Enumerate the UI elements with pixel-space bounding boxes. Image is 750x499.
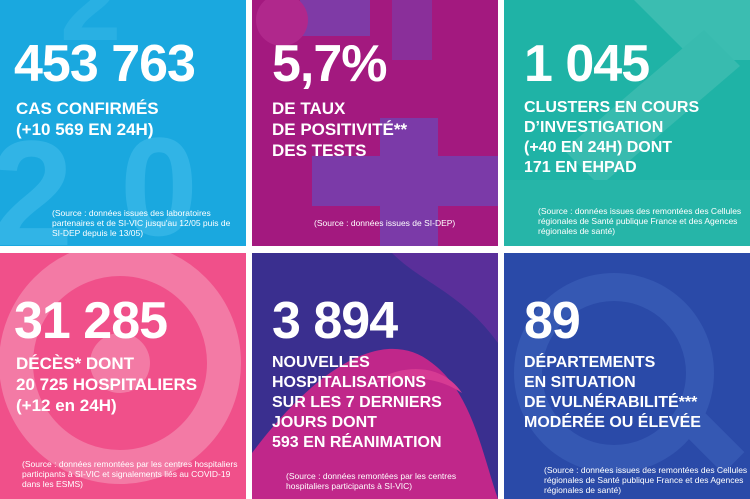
tile-description-line: D’INVESTIGATION: [524, 119, 664, 136]
tile-deaths: 31 285 DÉCÈS* DONT 20 725 HOSPITALIERS (…: [0, 253, 246, 499]
tile-description: DÉPARTEMENTS EN SITUATION DE VULNÉRABILI…: [524, 353, 701, 433]
tile-hospitalisations: 3 894 NOUVELLES HOSPITALISATIONS SUR LES…: [252, 253, 498, 499]
tile-description-line: DES TESTS: [272, 141, 367, 160]
svg-text:2: 2: [60, 0, 121, 64]
tile-source: (Source : données issues des remontées d…: [544, 465, 748, 495]
decorative-plus-icon: [256, 0, 498, 246]
tile-description-line: 593 EN RÉANIMATION: [272, 434, 442, 451]
tile-departments: 89 DÉPARTEMENTS EN SITUATION DE VULNÉRAB…: [504, 253, 750, 499]
tile-description-line: (+40 EN 24H) DONT: [524, 139, 673, 156]
tile-description-line: CAS CONFIRMÉS: [16, 99, 159, 118]
tile-description-line: EN SITUATION: [524, 374, 636, 391]
svg-text:2: 2: [0, 109, 73, 246]
tile-description-line: DE VULNÉRABILITÉ***: [524, 394, 698, 411]
tile-description-line: DE POSITIVITÉ**: [272, 120, 408, 139]
tile-description-line: 20 725 HOSPITALIERS: [16, 375, 198, 394]
decorative-circle-icon: [0, 253, 241, 484]
tile-description-line: 171 EN EHPAD: [524, 159, 637, 176]
tile-description: CAS CONFIRMÉS (+10 569 EN 24H): [16, 98, 159, 140]
tile-description-line: JOURS DONT: [272, 414, 377, 431]
tile-source: (Source : données issues des laboratoire…: [52, 208, 231, 238]
tile-source: (Source : données remontées par les cent…: [22, 459, 238, 489]
tile-source: (Source : données issues des remontées d…: [538, 206, 742, 236]
tile-number: 453 763: [14, 35, 196, 93]
tile-description-line: SUR LES 7 DERNIERS: [272, 394, 442, 411]
tile-description: CLUSTERS EN COURS D’INVESTIGATION (+40 E…: [524, 98, 699, 178]
decorative-magnifier-icon: [514, 273, 745, 474]
tile-description-line: NOUVELLES: [272, 354, 370, 371]
tile-description-line: CLUSTERS EN COURS: [524, 99, 700, 116]
svg-text:0: 0: [120, 108, 198, 246]
tile-clusters: 1 045 CLUSTERS EN COURS D’INVESTIGATION …: [504, 0, 750, 246]
tile-description-line: (+12 en 24H): [16, 396, 117, 415]
tile-number: 3 894: [272, 292, 398, 350]
tile-description: DÉCÈS* DONT 20 725 HOSPITALIERS (+12 en …: [16, 353, 197, 416]
tile-number: 31 285: [14, 292, 168, 350]
tile-description: NOUVELLES HOSPITALISATIONS SUR LES 7 DER…: [272, 353, 442, 453]
tile-description-line: DE TAUX: [272, 99, 346, 118]
tile-description-line: DÉCÈS* DONT: [16, 354, 135, 373]
tile-description-line: (+10 569 EN 24H): [16, 120, 154, 139]
tile-description: DE TAUX DE POSITIVITÉ** DES TESTS: [272, 98, 407, 161]
tile-positivity-rate: 5,7% DE TAUX DE POSITIVITÉ** DES TESTS (…: [252, 0, 498, 246]
tile-number: 89: [524, 292, 581, 350]
tile-source: (Source : données issues de SI-DEP): [314, 218, 456, 228]
tile-description-line: HOSPITALISATIONS: [272, 374, 427, 391]
decorative-wave-icon: [252, 253, 498, 499]
decorative-digits-icon: 2 0 2: [0, 0, 198, 246]
decorative-arrow-icon: [504, 0, 750, 246]
tile-description-line: DÉPARTEMENTS: [524, 354, 656, 371]
tile-source: (Source : données remontées par les cent…: [286, 471, 457, 491]
tile-number: 5,7%: [272, 35, 388, 93]
tile-confirmed-cases: 2 0 2 453 763 CAS CONFIRMÉS (+10 569 EN …: [0, 0, 246, 246]
tile-description-line: MODÉRÉE OU ÉLEVÉE: [524, 414, 701, 431]
tile-number: 1 045: [524, 35, 650, 93]
